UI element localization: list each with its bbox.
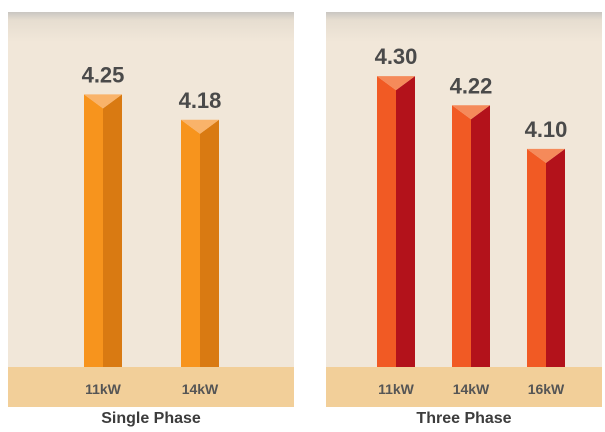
bar-front-face bbox=[84, 94, 103, 368]
bar-side-face bbox=[396, 76, 415, 368]
bar-front-face bbox=[377, 76, 396, 368]
bar-top-face bbox=[527, 148, 565, 163]
bar-top-face bbox=[452, 105, 490, 120]
chart-floor bbox=[326, 367, 602, 407]
bar-front-face bbox=[181, 119, 200, 367]
bar-16kw bbox=[527, 148, 565, 367]
value-label: 4.22 bbox=[450, 73, 493, 98]
category-label: 11kW bbox=[85, 381, 122, 397]
three-phase-title: Three Phase bbox=[416, 410, 512, 427]
bar-top-face bbox=[181, 119, 219, 134]
bar-side-face bbox=[200, 119, 219, 367]
value-label: 4.30 bbox=[375, 44, 418, 69]
three-phase-chart-svg: 4.30 11kW 4.22 14kW 4.10 16kW bbox=[326, 44, 602, 407]
category-label: 14kW bbox=[453, 381, 490, 397]
three-phase-chart: 4.30 11kW 4.22 14kW 4.10 16kW bbox=[326, 12, 602, 407]
bar-11kw bbox=[84, 94, 122, 368]
bar-14kw bbox=[452, 105, 490, 368]
bar-side-face bbox=[546, 148, 565, 367]
chart-floor bbox=[8, 367, 294, 407]
value-label: 4.18 bbox=[179, 88, 222, 113]
category-label: 16kW bbox=[528, 381, 565, 397]
category-label: 14kW bbox=[182, 381, 219, 397]
single-phase-chart-svg: 4.25 11kW 4.18 14kW bbox=[8, 62, 294, 407]
bar-top-face bbox=[84, 94, 122, 109]
bar-side-face bbox=[103, 94, 122, 368]
category-label: 11kW bbox=[378, 381, 415, 397]
bar-top-face bbox=[377, 76, 415, 91]
value-label: 4.10 bbox=[525, 117, 568, 142]
bar-14kw bbox=[181, 119, 219, 367]
bar-front-face bbox=[527, 148, 546, 367]
value-label: 4.25 bbox=[82, 62, 125, 87]
single-phase-title: Single Phase bbox=[101, 410, 201, 427]
bar-front-face bbox=[452, 105, 471, 368]
bar-11kw bbox=[377, 76, 415, 368]
bar-side-face bbox=[471, 105, 490, 368]
single-phase-chart: 4.25 11kW 4.18 14kW bbox=[8, 12, 294, 407]
